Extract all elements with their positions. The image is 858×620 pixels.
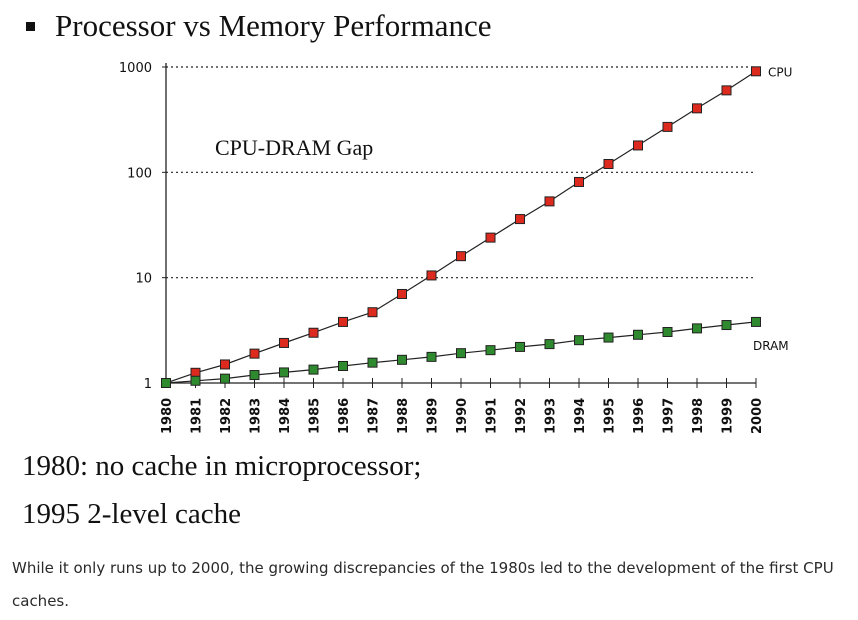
data-point-dram (485, 345, 496, 356)
data-point-dram (249, 370, 260, 381)
data-point-cpu (692, 103, 702, 114)
data-point-cpu (308, 327, 319, 338)
x-tick-label: 1993 (544, 398, 559, 434)
x-tick-label: 1985 (308, 398, 323, 434)
y-tick-label: 1 (144, 377, 152, 392)
data-point-cpu (603, 158, 614, 169)
data-point-dram (544, 339, 555, 350)
data-point-dram (220, 373, 230, 384)
data-point-cpu (426, 270, 437, 281)
data-point-cpu (515, 214, 525, 225)
x-tick-label: 1983 (249, 398, 264, 434)
x-tick-label: 1994 (573, 398, 588, 434)
x-tick-label: 1984 (278, 398, 293, 434)
data-point-dram (279, 367, 289, 378)
x-tick-label: 1998 (691, 398, 706, 434)
x-tick-label: 1988 (396, 398, 411, 434)
data-point-cpu (456, 251, 466, 262)
label-layer: CPU-DRAM Gap CPU DRAM (215, 65, 792, 353)
data-point-dram (308, 364, 319, 375)
data-point-dram (426, 351, 437, 362)
data-point-cpu (574, 176, 584, 187)
bullet-icon (26, 21, 35, 31)
x-tick-label: 1995 (603, 398, 618, 434)
data-point-cpu (633, 140, 643, 151)
x-tick-label: 1991 (485, 398, 500, 434)
performance-chart: 1 10 100 1000 1980 1981 1982 1983 1984 1985 1986 19… (119, 61, 793, 434)
series-label-cpu: CPU (768, 65, 792, 79)
data-point-cpu (662, 121, 673, 132)
note-line-1: 1980: no cache in microprocessor; (22, 450, 422, 482)
data-point-dram (338, 361, 348, 372)
y-tick-label: 1000 (119, 61, 152, 76)
data-point-dram (574, 335, 584, 346)
data-point-dram (692, 323, 702, 334)
note-line-2: 1995 2-level cache (22, 498, 242, 530)
data-point-cpu (721, 85, 732, 96)
x-tick-label: 1981 (190, 398, 205, 434)
data-point-cpu (397, 288, 407, 299)
data-point-dram (633, 329, 643, 340)
series-layer (161, 66, 761, 388)
data-point-cpu (544, 196, 555, 207)
x-tick-label: 1999 (721, 398, 736, 434)
x-tick-label: 1980 (160, 398, 175, 434)
data-point-dram (662, 326, 673, 337)
data-point-dram (603, 332, 614, 343)
data-point-dram (367, 357, 378, 368)
x-tick-label: 1996 (632, 398, 647, 434)
caption-text: While it only runs up to 2000, the growi… (12, 559, 834, 610)
data-point-dram (161, 378, 171, 388)
data-point-dram (190, 375, 201, 386)
data-point-dram (397, 354, 407, 365)
gap-annotation: CPU-DRAM Gap (215, 135, 373, 160)
data-point-dram (456, 348, 466, 359)
data-point-cpu (279, 337, 289, 348)
data-point-cpu (751, 66, 761, 77)
x-tick-label: 2000 (750, 398, 765, 434)
data-point-cpu (249, 348, 260, 359)
data-point-cpu (338, 316, 348, 327)
axis-layer: 1 10 100 1000 1980 1981 1982 1983 1984 1985 1986 19… (119, 61, 765, 434)
x-tick-label: 1986 (337, 398, 352, 434)
grid-layer (166, 66, 756, 279)
x-tick-label: 1987 (367, 398, 382, 434)
slide-title: Processor vs Memory Performance (16, 4, 491, 48)
x-tick-label: 1992 (514, 398, 529, 434)
x-tick-label: 1997 (662, 398, 677, 434)
data-point-dram (721, 320, 732, 331)
data-point-dram (751, 316, 761, 327)
y-tick-label: 10 (135, 272, 152, 287)
y-tick-label: 100 (127, 166, 152, 181)
x-tick-label: 1982 (219, 398, 234, 434)
slide-title-text: Processor vs Memory Performance (55, 8, 492, 43)
data-point-cpu (367, 307, 378, 318)
x-tick-label: 1989 (426, 398, 441, 434)
data-point-cpu (485, 232, 496, 243)
data-point-cpu (220, 359, 230, 370)
x-tick-label: 1990 (455, 398, 470, 434)
series-label-dram: DRAM (753, 339, 789, 353)
data-point-dram (515, 341, 525, 352)
